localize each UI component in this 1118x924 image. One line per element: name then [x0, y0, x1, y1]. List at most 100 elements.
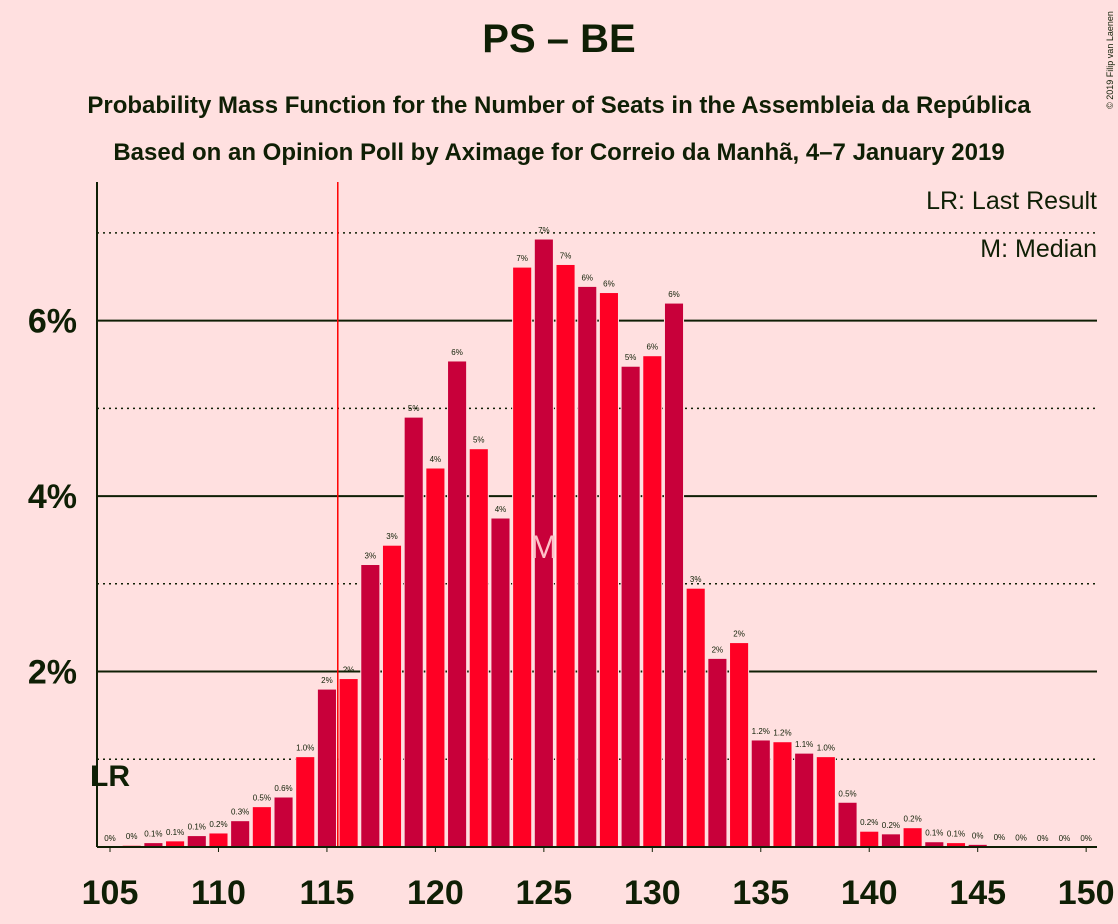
bar [598, 292, 619, 848]
bar [360, 564, 381, 848]
bar [729, 642, 750, 848]
bar [425, 467, 446, 848]
bar [381, 544, 403, 848]
data-label: 2% [343, 666, 355, 675]
y-tick-label: 2% [28, 654, 77, 692]
bar [316, 688, 337, 848]
bar [447, 360, 468, 848]
bar [642, 355, 663, 848]
x-tick-label: 115 [300, 874, 355, 912]
data-label: 0% [1037, 834, 1049, 843]
median-label: M [531, 529, 558, 565]
x-tick-label: 150 [1058, 874, 1115, 912]
data-label: 0.1% [925, 829, 943, 838]
bar [295, 756, 316, 848]
x-tick-label: 105 [82, 874, 139, 912]
data-label: 2% [321, 676, 333, 685]
data-label: 1.1% [795, 740, 813, 749]
data-label: 5% [625, 353, 637, 362]
data-label: 0.2% [209, 820, 227, 829]
bar [208, 832, 229, 848]
data-label: 0% [972, 831, 984, 840]
chart-title: PS – BE [482, 17, 635, 61]
bar [512, 266, 533, 848]
data-label: 1.2% [773, 729, 791, 738]
data-label: 6% [603, 280, 615, 289]
data-label: 2% [733, 630, 745, 639]
chart-subtitle: Based on an Opinion Poll by Aximage for … [113, 139, 1004, 166]
data-label: 0.3% [231, 808, 249, 817]
bar [750, 739, 771, 848]
bar [186, 835, 207, 848]
data-label: 6% [451, 348, 463, 357]
bar [902, 827, 923, 848]
data-label: 0% [1059, 834, 1071, 843]
data-label: 4% [430, 455, 442, 464]
data-label: 0.1% [188, 823, 206, 832]
data-label: 4% [495, 505, 507, 514]
data-label: 0.2% [904, 815, 922, 824]
x-tick-label: 135 [732, 874, 789, 912]
data-label: 3% [365, 552, 377, 561]
bar [403, 416, 424, 848]
x-tick-label: 145 [949, 874, 1006, 912]
bar [815, 756, 836, 848]
bar [555, 263, 576, 848]
x-tick-label: 125 [515, 874, 572, 912]
data-label: 3% [386, 532, 398, 541]
bar [338, 678, 359, 848]
bar [230, 820, 251, 848]
data-label: 0% [1015, 834, 1027, 843]
data-label: 5% [473, 436, 485, 445]
bar [772, 741, 793, 848]
bar [794, 752, 815, 848]
legend-entry: M: Median [980, 235, 1097, 263]
x-tick-label: 140 [841, 874, 898, 912]
data-label: 0% [126, 832, 138, 841]
data-label: 0.1% [947, 830, 965, 839]
data-label: 6% [581, 273, 593, 282]
data-label: 0% [1080, 834, 1092, 843]
data-label: 1.0% [817, 744, 835, 753]
data-label: 5% [408, 404, 420, 413]
data-label: 7% [538, 226, 550, 235]
data-label: 1.2% [752, 727, 770, 736]
data-label: 0.5% [838, 789, 856, 798]
bar [251, 806, 272, 848]
bar [859, 830, 880, 848]
bar [837, 801, 858, 848]
y-tick-label: 4% [28, 478, 77, 516]
data-label: 7% [516, 254, 528, 263]
bar [273, 796, 294, 848]
data-label: 0% [994, 833, 1006, 842]
data-label: 0.6% [274, 784, 292, 793]
chart-subtitle: Probability Mass Function for the Number… [87, 92, 1031, 119]
x-tick-label: 110 [191, 874, 246, 912]
bar [663, 302, 685, 848]
copyright: © 2019 Filip van Laenen [1105, 11, 1115, 109]
data-label: 0.1% [166, 828, 184, 837]
y-tick-label: 6% [28, 303, 77, 341]
data-label: 7% [560, 251, 572, 260]
bar [468, 448, 489, 848]
data-label: 0.1% [144, 830, 162, 839]
data-label: 0.2% [860, 818, 878, 827]
bar [880, 833, 901, 848]
x-tick-label: 120 [407, 874, 464, 912]
data-label: 6% [647, 343, 659, 352]
bar [620, 365, 641, 848]
bar [685, 587, 706, 848]
x-tick-label: 130 [624, 874, 681, 912]
data-label: 3% [690, 575, 702, 584]
data-label: 0.2% [882, 821, 900, 830]
legend-entry: LR: Last Result [926, 187, 1097, 215]
data-label: 1.0% [296, 744, 314, 753]
data-label: 0.5% [253, 794, 271, 803]
bar [707, 657, 728, 848]
data-label: 0% [104, 834, 116, 843]
bar [577, 285, 598, 848]
data-label: 6% [668, 290, 680, 299]
bar [490, 517, 511, 848]
data-label: 2% [712, 645, 724, 654]
